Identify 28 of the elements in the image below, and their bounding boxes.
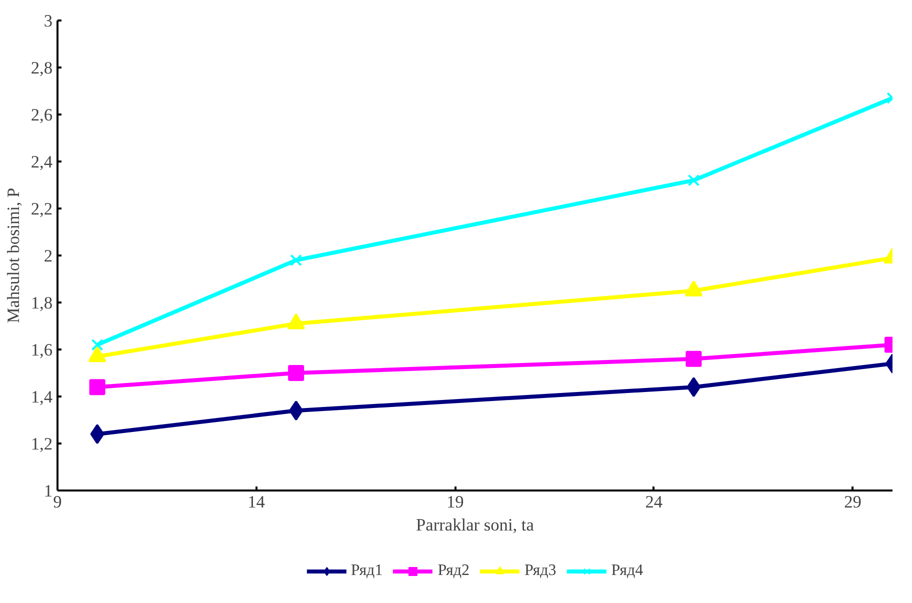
y-tick-label: 2,2 [30,200,53,218]
y-tick-label: 1,8 [30,294,53,312]
x-tick-label: 19 [446,492,464,512]
x-axis-title: Parraklar soni, ta [416,516,534,534]
point [89,379,106,396]
point [91,338,104,351]
point [288,365,304,381]
legend-label: Ряд1 [350,562,383,580]
legend-label: Ряд3 [524,562,556,580]
legend-label: Ряд4 [611,562,644,580]
y-tick-label: 1,2 [30,434,53,454]
y-tick-label: 1,4 [30,388,53,406]
y-tick-label: 2 [44,246,53,266]
y-tick-label: 2,6 [30,106,53,124]
x-tick-label: 24 [645,492,663,512]
x-tick-label: 14 [248,492,266,512]
point [289,400,304,421]
point [290,254,302,266]
legend-label: Ряд2 [438,562,470,580]
x-tick-label: 9 [53,492,62,512]
point [90,424,104,444]
y-tick-label: 2,4 [30,152,53,172]
y-tick-label: 1,6 [30,340,53,360]
y-axis-title: Mahsulot bosimi, P [4,188,23,324]
y-tick-label: 1 [44,482,53,500]
y-tick-label: 2,8 [30,58,53,78]
y-tick-label: 3 [44,12,53,30]
x-tick-label: 29 [844,492,862,512]
